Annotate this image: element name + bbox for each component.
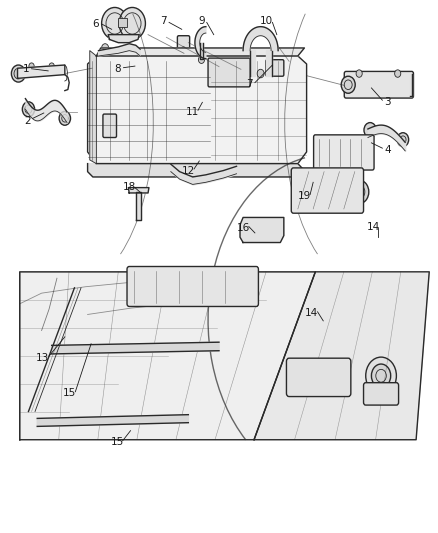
Circle shape	[371, 364, 391, 387]
Polygon shape	[410, 74, 412, 96]
Circle shape	[356, 70, 362, 77]
FancyBboxPatch shape	[314, 135, 374, 170]
Circle shape	[119, 7, 145, 39]
Circle shape	[102, 44, 109, 52]
Circle shape	[306, 364, 325, 387]
Circle shape	[395, 70, 401, 77]
Circle shape	[350, 180, 369, 204]
Text: 15: 15	[110, 438, 124, 447]
Circle shape	[14, 68, 23, 79]
Text: 6: 6	[92, 19, 99, 29]
Text: 18: 18	[123, 182, 136, 191]
Circle shape	[11, 65, 25, 82]
Text: 15: 15	[63, 389, 76, 398]
Circle shape	[49, 63, 54, 69]
Text: 16: 16	[237, 223, 250, 233]
FancyBboxPatch shape	[177, 36, 190, 55]
FancyBboxPatch shape	[344, 71, 413, 98]
FancyBboxPatch shape	[286, 358, 351, 397]
Polygon shape	[90, 51, 96, 164]
Circle shape	[397, 133, 409, 147]
FancyBboxPatch shape	[364, 383, 399, 405]
Circle shape	[102, 7, 128, 39]
Text: 1: 1	[23, 64, 30, 74]
Circle shape	[22, 102, 35, 117]
Polygon shape	[128, 188, 149, 193]
FancyBboxPatch shape	[208, 58, 250, 87]
Text: 11: 11	[186, 107, 199, 117]
Circle shape	[133, 47, 139, 54]
Text: 4: 4	[384, 146, 391, 155]
Text: 14: 14	[367, 222, 380, 231]
Polygon shape	[99, 44, 140, 56]
Circle shape	[233, 63, 244, 76]
Text: 7: 7	[246, 79, 253, 89]
Text: 12: 12	[182, 166, 195, 175]
Text: 13: 13	[36, 353, 49, 363]
Circle shape	[252, 220, 265, 236]
Text: 14: 14	[305, 309, 318, 318]
Polygon shape	[136, 192, 141, 220]
Polygon shape	[108, 35, 139, 43]
Circle shape	[209, 71, 220, 84]
Circle shape	[257, 69, 264, 78]
Text: 8: 8	[114, 64, 121, 74]
Circle shape	[29, 63, 34, 69]
Polygon shape	[96, 48, 304, 56]
Polygon shape	[266, 50, 272, 76]
Polygon shape	[250, 50, 255, 76]
Text: 2: 2	[24, 116, 31, 126]
Circle shape	[341, 76, 355, 93]
FancyBboxPatch shape	[291, 168, 364, 213]
Polygon shape	[254, 272, 429, 440]
Circle shape	[59, 111, 71, 125]
Text: 10: 10	[260, 17, 273, 26]
Polygon shape	[37, 415, 188, 426]
FancyBboxPatch shape	[266, 60, 284, 76]
Polygon shape	[240, 217, 284, 243]
Text: 3: 3	[384, 98, 391, 107]
Circle shape	[366, 357, 396, 394]
Polygon shape	[52, 342, 219, 354]
Polygon shape	[195, 27, 206, 59]
Text: 19: 19	[298, 191, 311, 201]
Polygon shape	[243, 27, 278, 51]
Polygon shape	[18, 65, 65, 78]
FancyBboxPatch shape	[118, 18, 127, 27]
Text: 9: 9	[198, 17, 205, 26]
Text: 7: 7	[160, 17, 167, 26]
Circle shape	[223, 68, 233, 81]
Polygon shape	[88, 56, 307, 164]
Circle shape	[198, 56, 205, 63]
Polygon shape	[20, 272, 315, 440]
Circle shape	[364, 123, 376, 138]
Polygon shape	[200, 43, 203, 59]
FancyBboxPatch shape	[127, 266, 258, 306]
FancyBboxPatch shape	[103, 114, 117, 138]
Polygon shape	[88, 164, 304, 177]
